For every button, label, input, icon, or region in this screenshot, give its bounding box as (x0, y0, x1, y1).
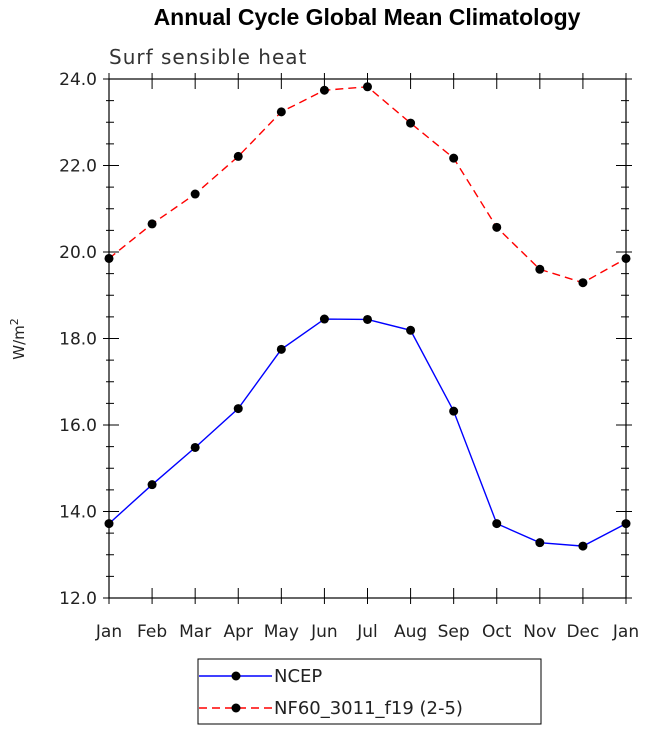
x-tick-label: Aug (394, 622, 427, 642)
x-tick-label: Jul (356, 622, 378, 642)
x-tick-label: Oct (482, 622, 512, 642)
series-1-point (492, 222, 502, 232)
series-1-point (319, 85, 329, 95)
series-1-point (406, 118, 416, 128)
series-1-point (363, 82, 372, 92)
y-axis-label: W/m2 (8, 318, 28, 360)
y-tick-label: 12.0 (59, 589, 97, 609)
y-tick-label: 14.0 (59, 503, 97, 523)
legend-marker-ncep (231, 671, 241, 681)
x-tick-label: Sep (438, 622, 470, 642)
series-0-point (449, 406, 459, 416)
series-0-point (319, 314, 329, 324)
series-1-point (578, 278, 588, 288)
y-axis-label-unit: W/m (10, 325, 28, 360)
chart-subtitle: Surf sensible heat (109, 45, 307, 69)
series-1-point (449, 153, 459, 163)
series-0-point (492, 519, 502, 529)
legend-label-model: NF60_3011_f19 (2-5) (274, 698, 463, 719)
legend: NCEP NF60_3011_f19 (2-5) (197, 658, 542, 725)
series-0-point (276, 344, 286, 354)
legend-label-ncep: NCEP (274, 666, 322, 687)
series-layer (104, 82, 631, 551)
tick-labels: 12.0 14.0 16.0 18.0 20.0 22.0 24.0 Jan Feb Mar Apr… (59, 70, 639, 642)
series-line-1 (108, 86, 627, 284)
y-axis-label-exponent: 2 (8, 318, 21, 325)
x-tick-label: Mar (179, 622, 211, 642)
series-0-point (190, 442, 200, 452)
y-tick-label: 24.0 (59, 70, 97, 90)
series-line-0 (108, 318, 627, 547)
y-tick-label: 22.0 (59, 157, 97, 177)
chart-title: Annual Cycle Global Mean Climatology (154, 4, 581, 30)
y-tick-label: 16.0 (59, 416, 97, 436)
series-1-point (276, 107, 286, 117)
series-0-point (147, 480, 157, 490)
series-0-point (535, 538, 545, 548)
y-tick-label: 18.0 (59, 330, 97, 350)
x-tick-label: Nov (523, 622, 556, 642)
series-1-point (190, 189, 200, 199)
x-tick-label: Jan (95, 622, 122, 642)
axis-ticks (103, 73, 632, 604)
series-0-point (578, 541, 588, 551)
x-tick-label: Jan (612, 622, 639, 642)
plot-frame (108, 78, 627, 599)
series-1-point (233, 151, 243, 161)
series-1-point (147, 219, 157, 229)
series-0-point (406, 325, 416, 335)
y-tick-label: 20.0 (59, 243, 97, 263)
series-0-point (363, 314, 372, 324)
x-tick-label: Dec (566, 622, 599, 642)
legend-marker-model (231, 703, 241, 713)
series-0-point (233, 404, 243, 414)
x-tick-label: Jun (310, 622, 338, 642)
x-tick-label: Feb (137, 622, 167, 642)
legend-box (197, 658, 542, 725)
x-tick-label: May (264, 622, 299, 642)
series-1-point (535, 264, 545, 274)
x-tick-label: Apr (224, 622, 253, 642)
